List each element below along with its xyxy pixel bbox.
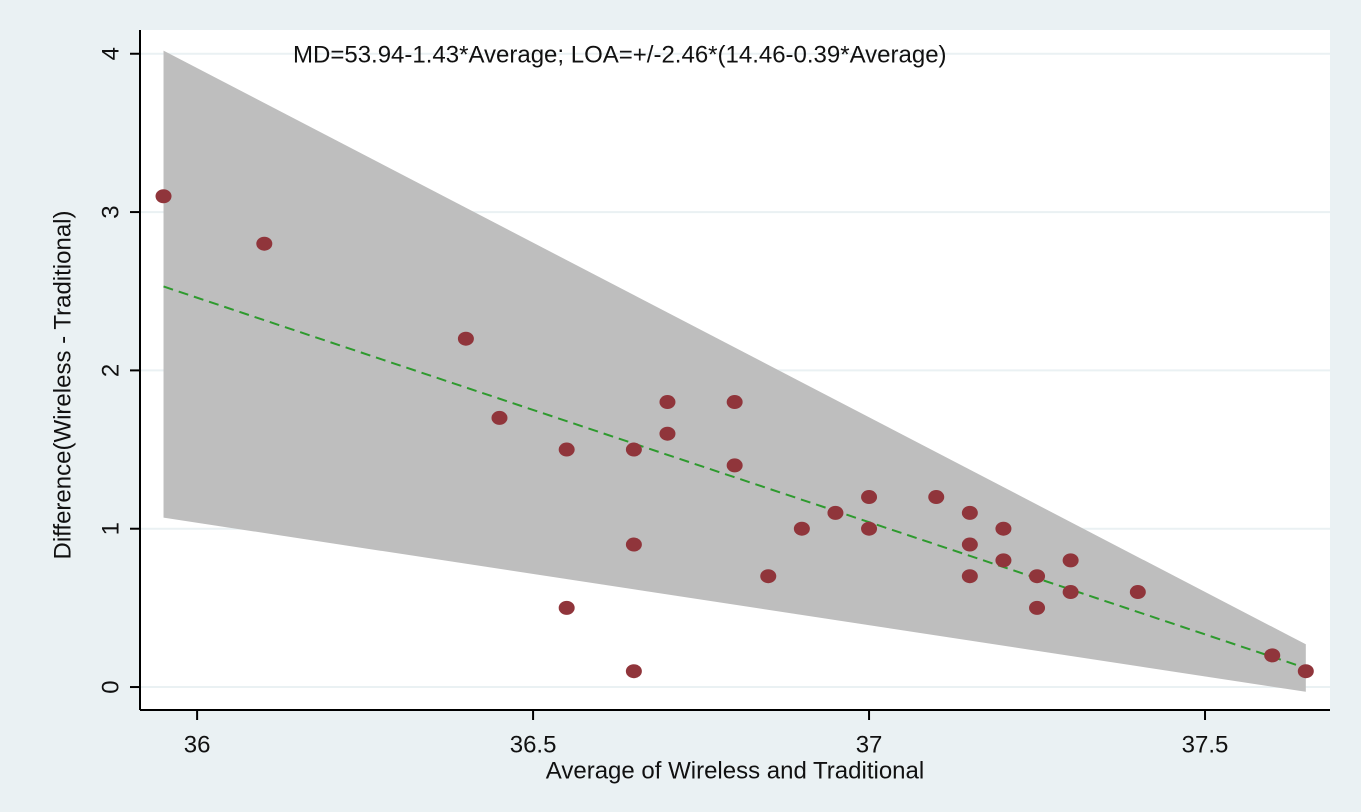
point: [861, 490, 878, 505]
point: [1297, 664, 1314, 679]
point: [1029, 569, 1046, 584]
point: [491, 410, 508, 425]
point: [995, 553, 1012, 568]
point: [625, 442, 642, 457]
x-tick-label: 37.5: [1182, 731, 1229, 758]
x-axis-title: Average of Wireless and Traditional: [546, 757, 924, 784]
point: [659, 395, 676, 410]
point: [155, 189, 172, 204]
point: [558, 600, 575, 615]
point: [1129, 585, 1146, 600]
point: [1062, 585, 1079, 600]
point: [256, 236, 273, 251]
point: [659, 426, 676, 441]
limits-band: [163, 50, 1306, 692]
x-tick-label: 37: [856, 731, 883, 758]
point: [726, 458, 743, 473]
point: [961, 569, 978, 584]
x-tick-label: 36: [184, 731, 211, 758]
point: [861, 521, 878, 536]
y-tick-label: 1: [97, 522, 124, 535]
y-axis-title: Difference(Wireless - Traditional): [49, 211, 76, 560]
point: [928, 490, 945, 505]
point: [827, 505, 844, 520]
point: [625, 664, 642, 679]
x-tick-label: 36.5: [510, 731, 557, 758]
point: [793, 521, 810, 536]
plot-layer: [140, 50, 1330, 692]
y-tick-label: 0: [97, 680, 124, 693]
annotation: MD=53.94-1.43*Average; LOA=+/-2.46*(14.4…: [293, 41, 947, 68]
point: [558, 442, 575, 457]
point: [625, 537, 642, 552]
point: [457, 331, 474, 346]
point: [1029, 600, 1046, 615]
point: [995, 521, 1012, 536]
y-tick-label: 4: [97, 47, 124, 60]
point: [760, 569, 777, 584]
point: [726, 395, 743, 410]
point: [1264, 648, 1281, 663]
point: [961, 537, 978, 552]
y-tick-label: 2: [97, 364, 124, 377]
y-tick-label: 3: [97, 205, 124, 218]
point: [1062, 553, 1079, 568]
point: [961, 505, 978, 520]
fit-line: [163, 285, 1307, 669]
